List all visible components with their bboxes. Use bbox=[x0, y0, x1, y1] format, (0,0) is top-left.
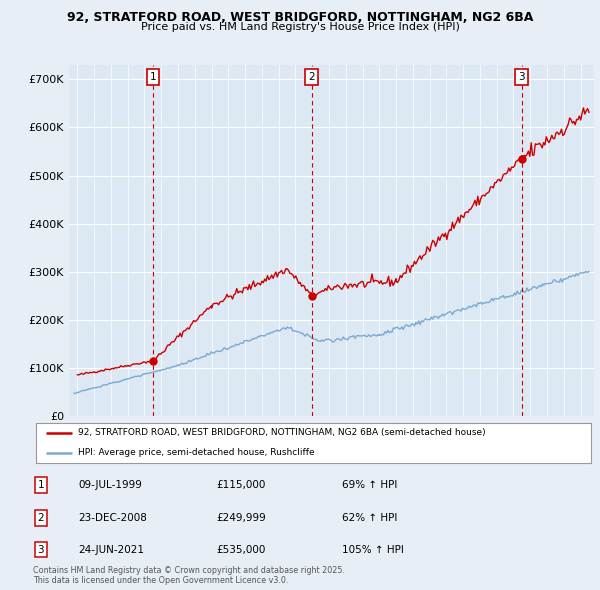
Text: 2: 2 bbox=[37, 513, 44, 523]
Text: 3: 3 bbox=[518, 72, 525, 82]
Text: 105% ↑ HPI: 105% ↑ HPI bbox=[342, 545, 404, 555]
Text: 23-DEC-2008: 23-DEC-2008 bbox=[78, 513, 147, 523]
Text: 92, STRATFORD ROAD, WEST BRIDGFORD, NOTTINGHAM, NG2 6BA (semi-detached house): 92, STRATFORD ROAD, WEST BRIDGFORD, NOTT… bbox=[77, 428, 485, 437]
Text: Price paid vs. HM Land Registry's House Price Index (HPI): Price paid vs. HM Land Registry's House … bbox=[140, 22, 460, 32]
Text: 92, STRATFORD ROAD, WEST BRIDGFORD, NOTTINGHAM, NG2 6BA: 92, STRATFORD ROAD, WEST BRIDGFORD, NOTT… bbox=[67, 11, 533, 24]
Text: Contains HM Land Registry data © Crown copyright and database right 2025.
This d: Contains HM Land Registry data © Crown c… bbox=[33, 566, 345, 585]
Text: £115,000: £115,000 bbox=[216, 480, 265, 490]
Text: 1: 1 bbox=[150, 72, 157, 82]
Text: 62% ↑ HPI: 62% ↑ HPI bbox=[342, 513, 397, 523]
Text: 2: 2 bbox=[308, 72, 315, 82]
Text: 3: 3 bbox=[37, 545, 44, 555]
Text: 09-JUL-1999: 09-JUL-1999 bbox=[78, 480, 142, 490]
Text: 24-JUN-2021: 24-JUN-2021 bbox=[78, 545, 144, 555]
Text: 1: 1 bbox=[37, 480, 44, 490]
Text: HPI: Average price, semi-detached house, Rushcliffe: HPI: Average price, semi-detached house,… bbox=[77, 448, 314, 457]
Text: 69% ↑ HPI: 69% ↑ HPI bbox=[342, 480, 397, 490]
Text: £249,999: £249,999 bbox=[216, 513, 266, 523]
Text: £535,000: £535,000 bbox=[216, 545, 265, 555]
